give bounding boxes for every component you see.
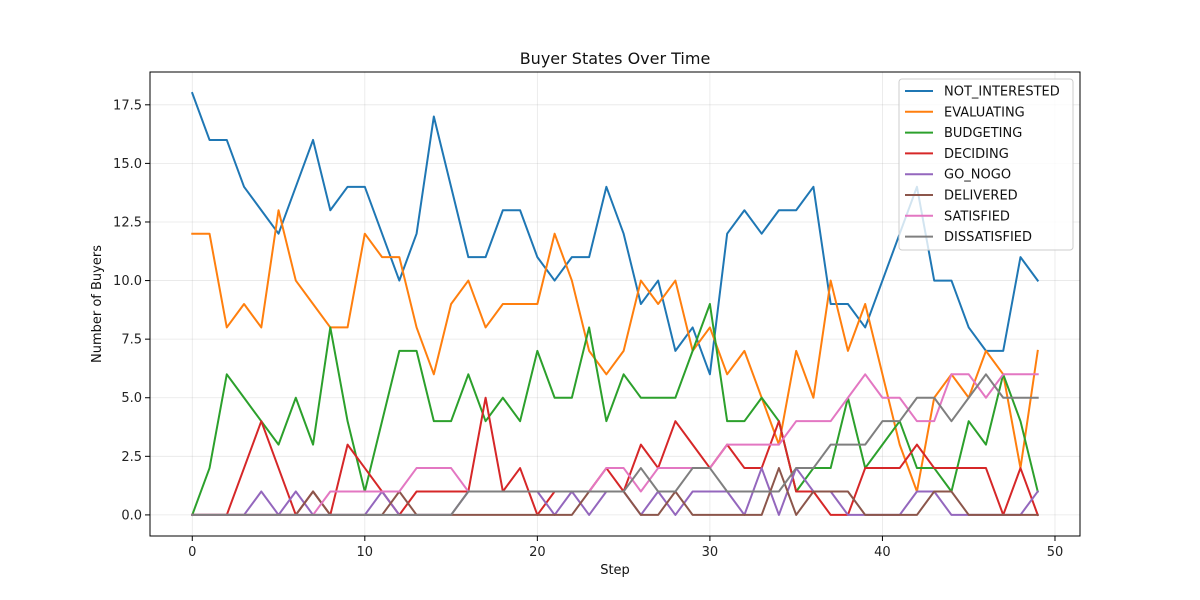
series-line-budgeting [190, 303, 1039, 517]
legend: NOT_INTERESTED EVALUATING BUDGETING DECIDIN… [898, 78, 1074, 251]
series-line-evaluating [191, 209, 1039, 493]
legend-label: DELIVERED [944, 189, 1018, 204]
legend-label: NOT_INTERESTED [944, 85, 1060, 100]
x-tick-label: 50 [1047, 545, 1064, 560]
x-tick-label: 10 [357, 545, 374, 560]
y-tick-label: 2.5 [121, 450, 142, 465]
y-tick-label: 0.0 [121, 508, 142, 523]
legend-label: DISSATISFIED [944, 230, 1032, 245]
series-line-satisfied [191, 373, 1039, 516]
legend-label: BUDGETING [944, 126, 1022, 141]
series-line-dissatisfied [191, 373, 1039, 516]
legend-items: NOT_INTERESTED EVALUATING BUDGETING DECIDIN… [905, 85, 1060, 245]
y-tick-label: 10.0 [113, 274, 142, 289]
legend-label: GO_NOGO [944, 168, 1011, 183]
x-tick-label: 30 [702, 545, 719, 560]
legend-box [898, 78, 1074, 251]
x-tick-label: 0 [188, 545, 196, 560]
x-tick-label: 20 [529, 545, 546, 560]
y-tick-label: 17.5 [113, 98, 142, 113]
y-tick-label: 12.5 [113, 215, 142, 230]
gridlines [150, 72, 1080, 536]
axis-ticks: 0 10 20 30 40 50 0.0 2.5 5.0 7.5 10.0 12.5 15.0 17.5 [113, 98, 1063, 560]
series-line-deciding [191, 396, 1040, 517]
plot-frame [149, 71, 1081, 537]
y-tick-label: 15.0 [113, 157, 142, 172]
legend-label: SATISFIED [944, 209, 1010, 224]
legend-label: EVALUATING [944, 105, 1025, 120]
series-line-not-interested [190, 91, 1040, 376]
series-lines [190, 91, 1040, 517]
y-tick-label: 5.0 [121, 391, 142, 406]
y-tick-label: 7.5 [121, 333, 142, 348]
chart-title: Buyer States Over Time [520, 49, 711, 68]
legend-label: DECIDING [944, 147, 1009, 162]
x-tick-label: 40 [874, 545, 891, 560]
y-axis-title: Number of Buyers [90, 245, 105, 363]
x-axis-title: Step [600, 563, 630, 578]
